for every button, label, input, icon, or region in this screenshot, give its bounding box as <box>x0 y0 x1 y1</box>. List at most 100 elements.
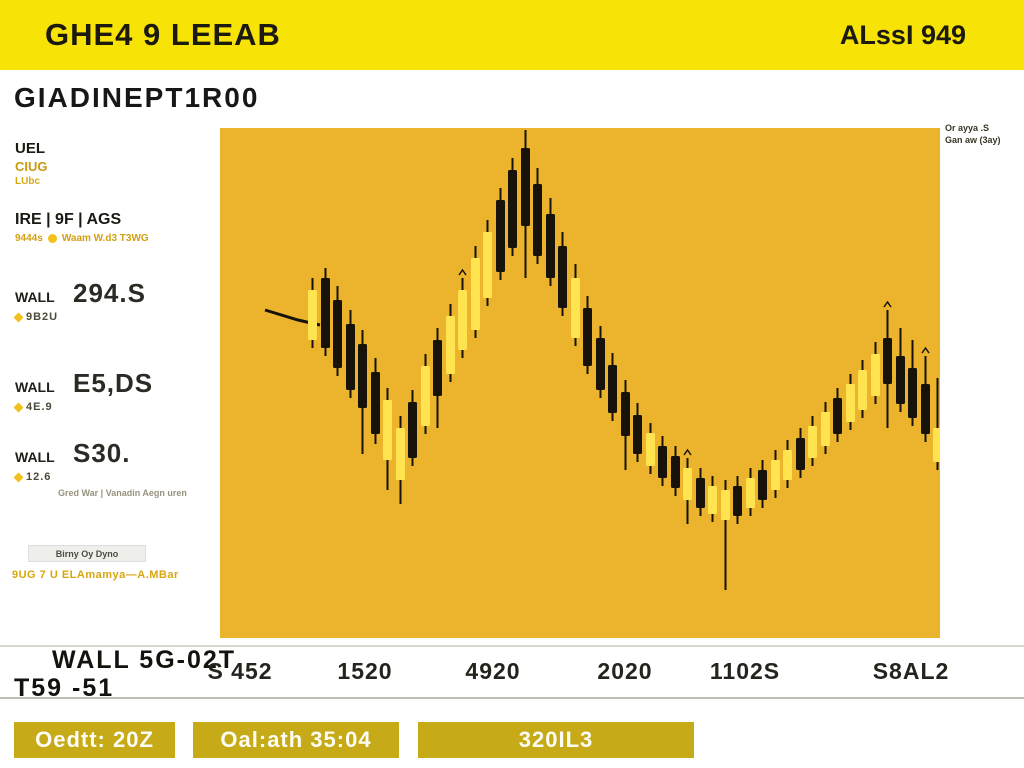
x-axis-tick-label: S8AL2 <box>872 658 950 684</box>
stat-subvalue: 4E.9 <box>26 401 53 413</box>
candle <box>308 278 317 348</box>
candle <box>871 342 880 404</box>
divider <box>0 697 1024 699</box>
footer-button-3[interactable]: 320IL3 <box>418 722 694 758</box>
header-right-label: ALssI 949 <box>839 19 966 50</box>
stat-subvalue: 9B2U <box>26 311 59 323</box>
candle <box>496 188 505 280</box>
stat-value: S30. <box>73 438 131 468</box>
stat-row: WALL S30. 12.6 <box>13 438 131 483</box>
corner-line-2: Gan aw (3ay) <box>945 135 1001 145</box>
candle <box>421 354 430 434</box>
candle <box>608 353 617 421</box>
corner-line-1: Or ayya .S <box>945 123 990 133</box>
meta-sub-right: Waam W.d3 T3WG <box>61 233 149 244</box>
candle <box>908 340 917 426</box>
candle <box>658 436 667 486</box>
candle <box>558 232 567 316</box>
sidebar-link[interactable]: 9UG 7 U ELAmamya—A.MBar <box>12 569 179 581</box>
candlestick-chart[interactable] <box>220 120 942 638</box>
candle <box>408 390 417 466</box>
peak-marker-icon <box>683 448 692 456</box>
info-line-3: LUbc <box>15 176 40 187</box>
sidebar-footnote: Gred War | Vanadin Aegn uren <box>58 488 187 498</box>
stat-value: E5,DS <box>73 368 154 398</box>
candle <box>858 360 867 418</box>
x-axis-tick-label: 1520 <box>337 658 393 684</box>
candle <box>483 220 492 306</box>
page-title: GIADINEPT1R00 <box>14 82 260 113</box>
candle <box>733 476 742 524</box>
x-axis-tick-label: 2020 <box>597 658 653 684</box>
candle <box>521 120 530 278</box>
candle <box>783 440 792 488</box>
candle <box>383 388 392 490</box>
candle <box>708 476 717 522</box>
candle <box>333 286 342 376</box>
x-axis-tick-label: 4920 <box>465 658 521 684</box>
footer-button-2[interactable]: Oal:ath 35:04 <box>193 722 399 758</box>
info-line-2: CIUG <box>15 159 48 174</box>
bottom-stat-line2: T59 -51 <box>14 674 115 702</box>
app-header: GHE4 9 LEEAB ALssI 949 <box>0 0 1024 70</box>
bottom-stat-line1: WALL 5G-02T <box>52 646 237 674</box>
sidebar-secondary-button[interactable]: Birny Oy Dyno <box>28 545 146 562</box>
divider <box>0 645 1024 647</box>
stat-subvalue: 12.6 <box>26 471 52 483</box>
stat-label: WALL <box>15 379 55 395</box>
candle <box>833 388 842 442</box>
x-axis-tick-label: 1102S <box>709 658 781 684</box>
sidebar-meta-block: IRE | 9F | AGS 9444s Waam W.d3 T3WG <box>15 210 149 244</box>
candle <box>371 358 380 444</box>
candle <box>508 158 517 256</box>
candle <box>721 480 730 590</box>
candle <box>896 328 905 412</box>
candle <box>883 300 892 428</box>
peak-marker-icon <box>883 300 892 308</box>
candle <box>433 328 442 428</box>
candle <box>471 246 480 338</box>
chart-corner-annotation: Or ayya .S Gan aw (3ay) <box>945 122 1023 146</box>
candle <box>571 264 580 346</box>
candle <box>533 168 542 264</box>
candle <box>683 448 692 524</box>
stat-row: WALL 294.S 9B2U <box>13 278 146 323</box>
candle <box>321 268 330 356</box>
candle <box>646 423 655 474</box>
candle <box>846 374 855 430</box>
candle <box>746 468 755 516</box>
stat-value: 294.S <box>73 278 146 308</box>
candle <box>583 296 592 374</box>
candle <box>596 326 605 398</box>
peak-marker-icon <box>458 268 467 276</box>
candle <box>396 416 405 504</box>
candle <box>546 198 555 286</box>
candle <box>758 460 767 508</box>
peak-marker-icon <box>921 346 930 354</box>
candle <box>671 446 680 496</box>
candle <box>771 450 780 498</box>
change-up-icon <box>13 312 24 322</box>
change-up-icon <box>13 472 24 482</box>
candle <box>446 304 455 382</box>
candle <box>933 378 942 470</box>
stat-row: WALL E5,DS 4E.9 <box>13 368 154 413</box>
candle <box>458 268 467 358</box>
candle <box>358 330 367 454</box>
sidebar-info-block: UEL CIUG LUbc <box>15 139 48 188</box>
footer-button-1[interactable]: Oedtt: 20Z <box>14 722 175 758</box>
app-title: GHE4 9 LEEAB <box>45 17 281 52</box>
candle <box>796 428 805 478</box>
status-dot-icon <box>47 234 57 243</box>
candle <box>621 380 630 470</box>
candle <box>921 346 930 442</box>
candle <box>696 468 705 516</box>
candle <box>633 403 642 462</box>
stat-label: WALL <box>15 449 55 465</box>
stat-label: WALL <box>15 289 55 305</box>
info-line-1: UEL <box>15 140 45 157</box>
change-up-icon <box>13 402 24 412</box>
meta-line: IRE | 9F | AGS <box>15 211 122 228</box>
x-axis-tick-label: S 452 <box>207 658 273 684</box>
candle <box>808 416 817 466</box>
